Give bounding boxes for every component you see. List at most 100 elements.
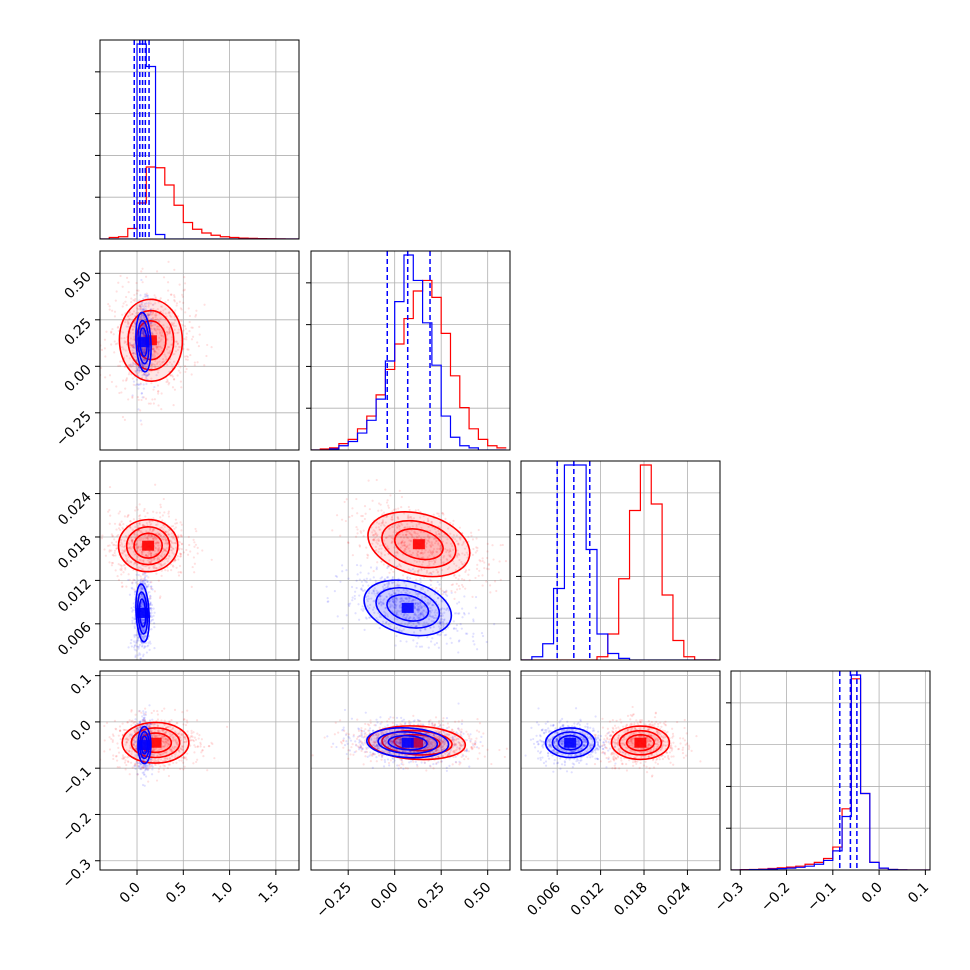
blue-sample-point: [144, 348, 147, 351]
red-sample-point: [397, 523, 400, 527]
blue-sample-point: [445, 589, 448, 592]
red-sample-point: [132, 310, 136, 313]
blue-sample-point: [131, 610, 134, 613]
blue-sample-point: [143, 316, 146, 320]
red-sample-point: [409, 553, 412, 556]
red-sample-point: [130, 365, 133, 368]
red-sample-point: [384, 543, 387, 546]
red-sample-point: [185, 367, 188, 371]
red-sample-point: [139, 307, 142, 310]
red-sample-point: [205, 354, 208, 358]
red-sample-point: [400, 541, 403, 544]
blue-sample-point: [363, 628, 366, 631]
blue-sample-point: [457, 651, 460, 654]
red-sample-point: [371, 531, 374, 534]
blue-sample-point: [141, 316, 145, 319]
red-sample-point: [141, 550, 144, 553]
blue-sample-point: [389, 603, 392, 606]
blue-sample-point: [391, 589, 395, 593]
red-sample-point: [170, 532, 174, 535]
red-sample-point: [343, 500, 346, 504]
red-sample-point: [194, 313, 198, 317]
red-sample-point: [119, 528, 122, 531]
blue-sample-point: [382, 602, 385, 606]
red-sample-point: [157, 533, 160, 536]
blue-sample-point: [335, 575, 339, 578]
red-sample-point: [158, 331, 162, 334]
red-sample-point: [420, 569, 423, 572]
red-sample-point: [181, 293, 184, 296]
red-sample-point: [127, 321, 130, 325]
blue-sample-point: [476, 648, 479, 651]
red-sample-point: [109, 514, 112, 517]
red-sample-point: [478, 569, 481, 572]
red-sample-point: [115, 528, 118, 531]
blue-sample-point: [392, 600, 395, 604]
blue-sample-point: [144, 308, 148, 311]
red-sample-point: [159, 345, 162, 348]
red-sample-point: [157, 579, 160, 582]
red-sample-point: [124, 548, 127, 551]
red-sample-point: [154, 345, 158, 348]
blue-sample-point: [132, 602, 135, 605]
blue-sample-point: [142, 653, 145, 656]
red-sample-point: [147, 576, 150, 579]
blue-sample-point: [149, 321, 152, 324]
blue-histogram-3: [731, 674, 930, 870]
red-sample-point: [458, 574, 461, 577]
red-sample-point: [405, 533, 408, 536]
blue-sample-point: [141, 350, 145, 353]
red-sample-point: [388, 534, 391, 537]
blue-sample-point: [391, 575, 394, 579]
blue-sample-point: [401, 597, 404, 600]
red-sample-point: [368, 508, 371, 511]
blue-sample-point: [392, 606, 395, 609]
red-sample-point: [134, 525, 137, 528]
blue-sample-point: [391, 604, 394, 607]
blue-sample-point: [409, 616, 412, 619]
blue-sample-point: [141, 627, 144, 630]
red-sample-point: [132, 383, 135, 386]
red-sample-point: [177, 331, 180, 334]
red-sample-point: [142, 550, 145, 553]
red-sample-point: [397, 517, 400, 521]
red-sample-point: [405, 533, 408, 536]
blue-sample-point: [389, 606, 392, 609]
blue-sample-point: [151, 355, 154, 358]
panel-2-2: [520, 460, 721, 661]
blue-sample-point: [142, 580, 145, 583]
red-sample-point: [416, 532, 419, 535]
red-sample-point: [147, 305, 150, 308]
red-sample-point: [417, 569, 420, 573]
red-sample-point: [141, 523, 144, 526]
blue-sample-point: [140, 593, 143, 596]
red-sample-point: [398, 564, 401, 567]
blue-sample-point: [140, 315, 143, 318]
blue-sample-point: [357, 603, 360, 606]
blue-sample-point: [139, 657, 142, 660]
red-sample-point: [154, 546, 157, 549]
blue-sample-point: [359, 564, 362, 567]
red-sample-point: [142, 524, 145, 527]
blue-sample-point: [141, 396, 144, 399]
red-sample-point: [448, 566, 451, 569]
red-sample-point: [156, 346, 159, 349]
red-sample-point: [169, 548, 173, 552]
blue-sample-point: [423, 600, 427, 603]
blue-sample-point: [369, 616, 372, 619]
blue-sample-point: [440, 607, 444, 610]
red-sample-point: [119, 543, 122, 547]
blue-sample-point: [441, 600, 444, 603]
blue-sample-point: [382, 601, 385, 604]
red-sample-point: [191, 565, 194, 569]
blue-sample-point: [442, 624, 445, 627]
blue-sample-point: [131, 349, 134, 352]
red-sample-point: [193, 541, 196, 544]
blue-sample-point: [418, 645, 422, 648]
blue-sample-point: [382, 599, 385, 602]
red-sample-point: [116, 574, 119, 578]
blue-sample-point: [417, 615, 420, 618]
blue-sample-point: [394, 603, 397, 607]
blue-sample-point: [372, 589, 375, 593]
blue-sample-point: [431, 615, 435, 618]
